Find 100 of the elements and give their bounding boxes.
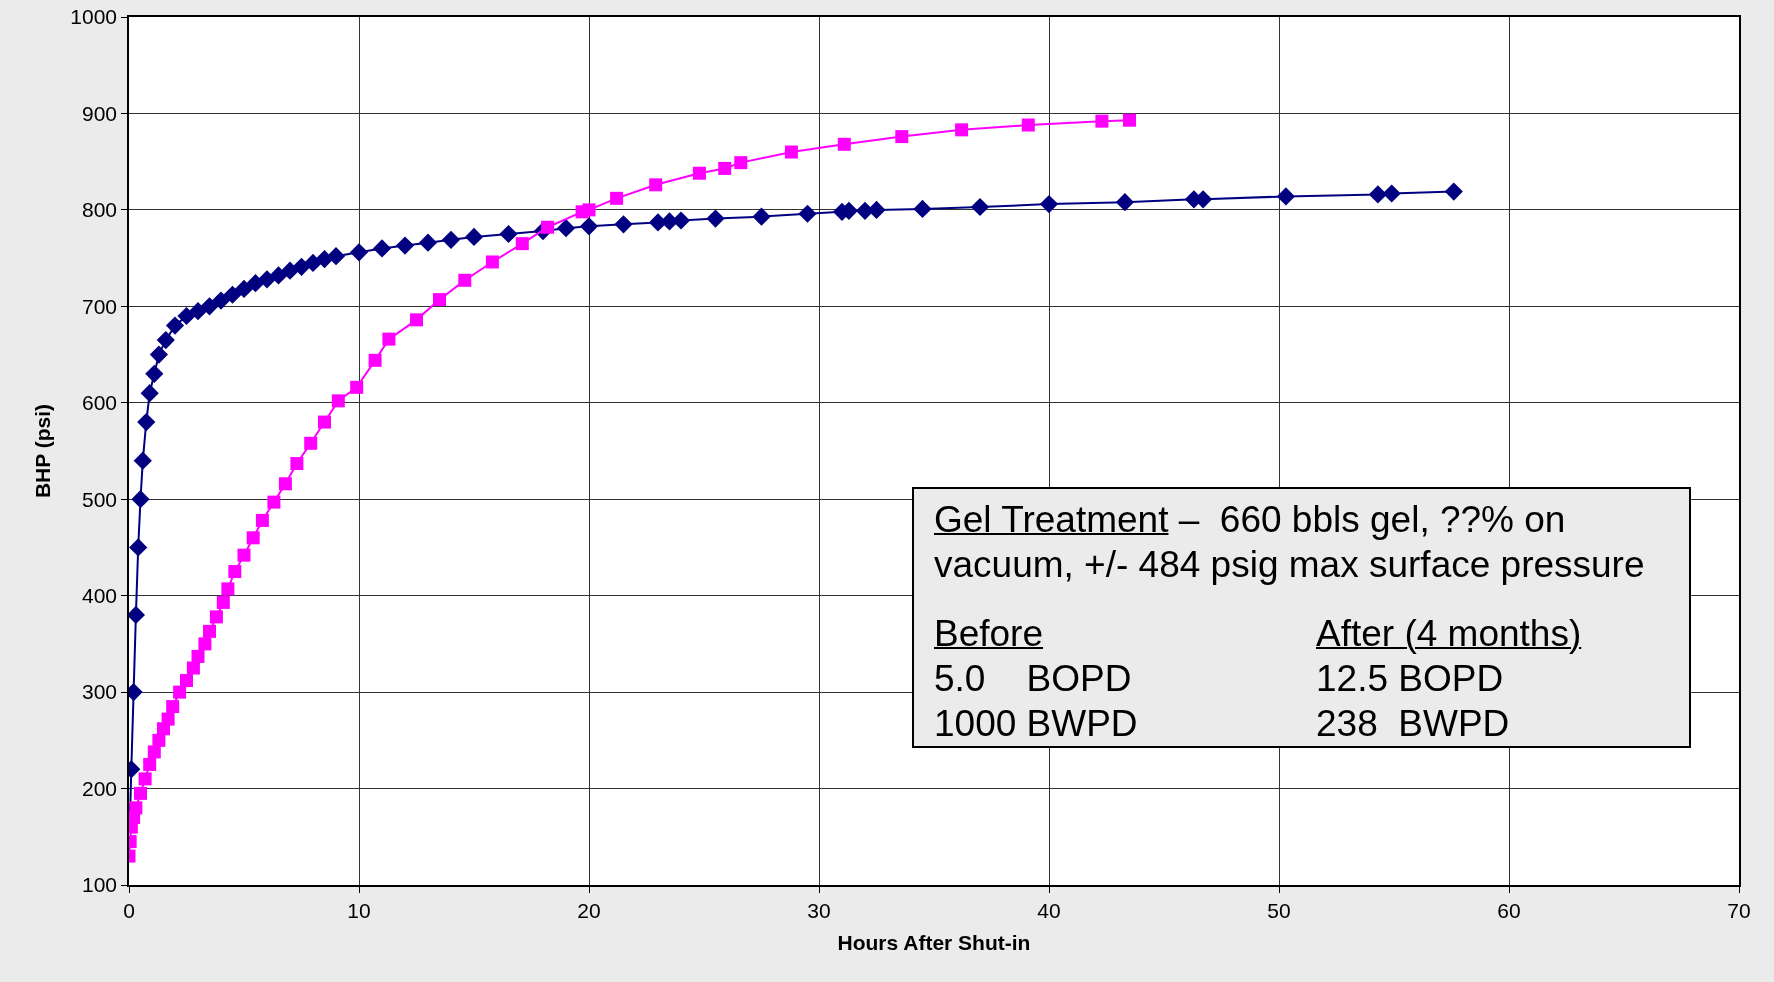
point bbox=[784, 145, 798, 159]
point bbox=[441, 230, 461, 249]
annotation: Gel Treatment bbox=[934, 499, 1169, 540]
point bbox=[166, 700, 180, 714]
point bbox=[303, 253, 323, 273]
point bbox=[186, 661, 200, 675]
x-tick-label: 70 bbox=[1727, 898, 1751, 922]
point bbox=[211, 291, 231, 310]
point bbox=[203, 624, 216, 638]
point bbox=[129, 538, 148, 557]
point bbox=[161, 712, 175, 726]
annotation: 238 BWPD bbox=[1316, 702, 1511, 746]
annotation: 12.5 BOPD bbox=[1316, 657, 1505, 701]
y-tick-label: 200 bbox=[82, 776, 118, 800]
point bbox=[515, 237, 529, 251]
point bbox=[234, 279, 254, 299]
y-tick-label: 600 bbox=[82, 391, 118, 415]
point bbox=[223, 285, 242, 304]
y-tick-label: 800 bbox=[82, 198, 118, 222]
point bbox=[1115, 193, 1134, 212]
point bbox=[395, 236, 415, 255]
point bbox=[372, 239, 392, 258]
point bbox=[955, 123, 969, 137]
point bbox=[579, 217, 599, 236]
point bbox=[278, 477, 292, 491]
point bbox=[290, 457, 304, 471]
y-tick-label: 500 bbox=[82, 487, 118, 511]
point bbox=[649, 178, 663, 192]
point bbox=[1095, 114, 1109, 128]
point bbox=[433, 293, 446, 307]
x-tick-label: 20 bbox=[577, 898, 601, 922]
point bbox=[671, 211, 691, 230]
x-tick-label: 30 bbox=[807, 898, 831, 922]
point bbox=[191, 649, 205, 663]
point bbox=[1444, 182, 1463, 201]
x-tick-label: 60 bbox=[1497, 898, 1521, 922]
point bbox=[752, 207, 771, 226]
point bbox=[485, 255, 499, 269]
x-axis-title: Hours After Shut-in bbox=[837, 930, 1031, 954]
y-tick-label: 1000 bbox=[70, 5, 118, 29]
y-tick-label: 700 bbox=[82, 294, 118, 318]
point bbox=[188, 302, 208, 321]
point bbox=[556, 219, 576, 238]
point bbox=[1039, 195, 1059, 214]
point bbox=[269, 266, 288, 285]
x-tick-label: 40 bbox=[1037, 898, 1061, 922]
point bbox=[706, 209, 725, 228]
point bbox=[331, 394, 345, 408]
y-tick-label: 400 bbox=[82, 584, 118, 608]
point bbox=[464, 227, 484, 246]
annotation: vacuum, +/- 484 psig max surface pressure bbox=[934, 543, 1646, 587]
point bbox=[221, 582, 235, 596]
point bbox=[541, 220, 555, 234]
point bbox=[228, 565, 242, 579]
point bbox=[1021, 118, 1035, 132]
point bbox=[216, 595, 230, 609]
point bbox=[718, 161, 732, 175]
point bbox=[1382, 184, 1401, 203]
x-tick-label: 10 bbox=[347, 898, 371, 922]
point bbox=[134, 786, 147, 800]
point bbox=[133, 451, 152, 470]
point bbox=[137, 412, 156, 432]
point bbox=[129, 801, 143, 815]
point bbox=[692, 166, 706, 180]
point bbox=[255, 513, 269, 527]
point bbox=[837, 137, 851, 151]
point bbox=[610, 191, 624, 205]
y-tick-label: 900 bbox=[82, 101, 118, 125]
point bbox=[246, 531, 260, 545]
annotation: Before bbox=[934, 613, 1044, 654]
point bbox=[304, 436, 318, 450]
point bbox=[326, 247, 346, 266]
point bbox=[173, 685, 187, 699]
point bbox=[418, 233, 438, 252]
point bbox=[143, 757, 157, 771]
point bbox=[382, 332, 396, 346]
point bbox=[1123, 113, 1136, 127]
point bbox=[499, 224, 518, 244]
point bbox=[318, 415, 331, 429]
point bbox=[970, 197, 990, 217]
point bbox=[156, 330, 175, 350]
point bbox=[582, 203, 596, 217]
point bbox=[138, 772, 152, 786]
point bbox=[200, 297, 219, 316]
point bbox=[145, 364, 164, 383]
point bbox=[180, 674, 193, 688]
point bbox=[410, 313, 423, 327]
point bbox=[152, 733, 166, 747]
point bbox=[614, 215, 633, 234]
point bbox=[350, 380, 364, 394]
y-tick-label: 300 bbox=[82, 680, 118, 704]
point bbox=[734, 156, 748, 170]
y-axis-title: BHP (psi) bbox=[30, 403, 54, 499]
point bbox=[895, 130, 909, 144]
point bbox=[349, 243, 369, 262]
point bbox=[1276, 187, 1295, 206]
annotation: 5.0 BOPD bbox=[934, 657, 1133, 701]
x-tick-label: 0 bbox=[123, 898, 135, 922]
point bbox=[267, 495, 281, 509]
point bbox=[913, 199, 932, 219]
